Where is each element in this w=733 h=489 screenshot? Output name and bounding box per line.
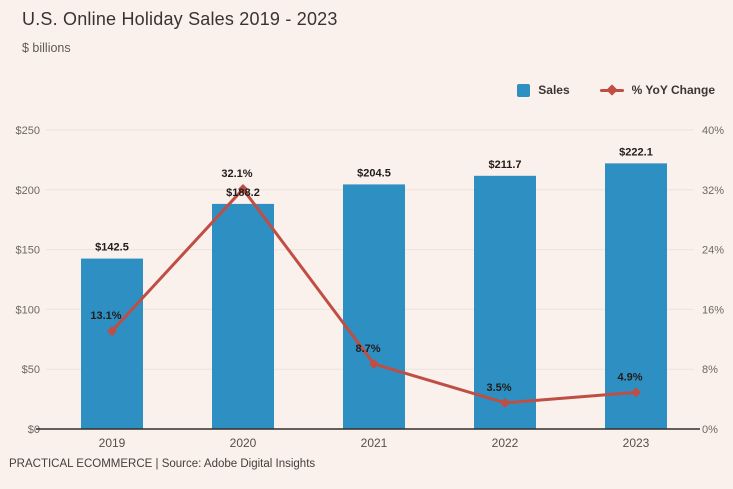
x-axis-label-2019: 2019 xyxy=(99,436,126,450)
bar-value-label-2019: $142.5 xyxy=(95,242,129,254)
right-axis-tick: 40% xyxy=(702,125,724,137)
chart-title: U.S. Online Holiday Sales 2019 - 2023 xyxy=(22,9,338,29)
x-axis-label-2022: 2022 xyxy=(492,436,519,450)
right-axis-tick: 16% xyxy=(702,304,724,316)
right-axis-tick: 8% xyxy=(702,364,718,376)
yoy-point-2022 xyxy=(500,397,510,408)
x-axis-label-2021: 2021 xyxy=(361,436,388,450)
right-axis-tick: 0% xyxy=(702,424,718,436)
chart-subtitle: $ billions xyxy=(22,41,71,55)
yoy-value-label-2021: 8.7% xyxy=(355,343,380,355)
x-axis-label-2023: 2023 xyxy=(623,436,650,450)
yoy-value-label-2019: 13.1% xyxy=(90,310,121,322)
left-axis-tick: $50 xyxy=(22,364,40,376)
bar-value-label-2022: $211.7 xyxy=(488,159,521,171)
yoy-line-diamond-icon xyxy=(599,84,624,97)
bar-value-label-2020: $188.2 xyxy=(226,187,260,199)
bar-2021 xyxy=(343,184,405,429)
yoy-point-2020 xyxy=(238,184,248,195)
left-axis-tick: $100 xyxy=(16,304,40,316)
source-attribution: PRACTICAL ECOMMERCE | Source: Adobe Digi… xyxy=(9,458,316,470)
bar-2019 xyxy=(81,258,143,429)
left-axis-tick: $250 xyxy=(16,125,40,137)
bar-value-label-2021: $204.5 xyxy=(357,167,391,179)
bar-2020 xyxy=(212,203,274,429)
x-axis-label-2020: 2020 xyxy=(230,436,257,450)
yoy-value-label-2023: 4.9% xyxy=(617,371,642,383)
legend-label-sales: Sales xyxy=(538,83,570,97)
yoy-value-label-2020: 32.1% xyxy=(221,168,252,180)
legend-item-yoy-change: % YoY Change xyxy=(599,83,715,97)
legend-label-yoy-change: % YoY Change xyxy=(631,83,715,97)
left-axis-tick: $150 xyxy=(16,245,40,257)
bar-value-label-2023: $222.1 xyxy=(619,146,653,158)
right-axis-tick: 24% xyxy=(702,245,724,257)
bar-2022 xyxy=(474,175,536,429)
yoy-value-label-2022: 3.5% xyxy=(486,382,511,394)
yoy-point-2021 xyxy=(369,358,379,369)
legend-item-sales: Sales xyxy=(517,83,570,97)
left-axis-tick: $0 xyxy=(28,424,40,436)
chart-legend: Sales % YoY Change xyxy=(517,83,715,97)
sales-square-icon xyxy=(517,83,531,97)
right-axis-tick: 32% xyxy=(702,185,724,197)
yoy-point-2019 xyxy=(107,326,117,337)
bar-2023 xyxy=(605,163,667,429)
left-axis-tick: $200 xyxy=(16,185,40,197)
yoy-point-2023 xyxy=(631,387,641,398)
